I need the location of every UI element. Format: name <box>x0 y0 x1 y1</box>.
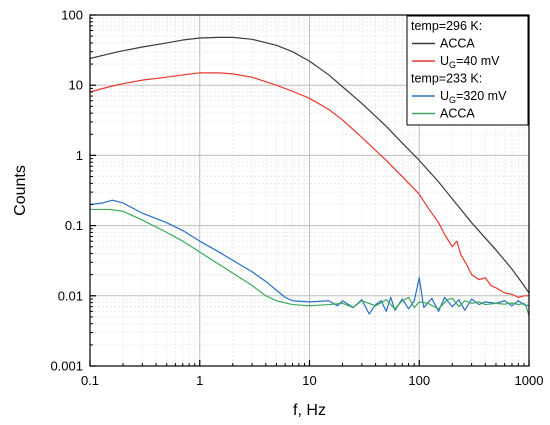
y-tick-label: 1 <box>76 148 83 163</box>
x-tick-label: 0.1 <box>81 373 99 388</box>
legend-label-part: ACCA <box>440 37 475 51</box>
x-tick-labels: 0.1 1 10 100 1000 <box>81 373 544 388</box>
x-tick-label: 1 <box>196 373 203 388</box>
series-line-4 <box>90 208 530 316</box>
legend-label-part: ACCA <box>440 107 475 121</box>
y-tick-label: 0.01 <box>58 288 83 303</box>
series-line-3 <box>89 199 530 315</box>
series-line-1 <box>89 36 530 294</box>
legend-label-part: =40 mV <box>456 54 500 68</box>
y-tick-labels: 0.001 0.01 0.1 1 10 100 <box>50 8 83 374</box>
legend-header: temp=296 K: <box>411 19 482 33</box>
legend-label: ACCA <box>440 107 475 121</box>
legend-box <box>406 15 529 126</box>
y-tick-label: 10 <box>69 78 83 93</box>
series-line-2 <box>89 72 529 298</box>
legend-label-part: U <box>440 54 449 68</box>
x-axis-title: f, Hz <box>293 402 326 419</box>
x-tick-label: 1000 <box>515 373 544 388</box>
legend-subscript: G <box>449 95 456 105</box>
legend-label-part: =320 mV <box>456 89 507 103</box>
y-axis-title: Counts <box>12 165 29 216</box>
y-tick-label: 0.1 <box>65 218 83 233</box>
legend-label: ACCA <box>440 37 475 51</box>
y-tick-label: 100 <box>61 8 83 23</box>
series-layer <box>89 36 530 316</box>
legend-header: temp=233 K: <box>411 72 482 86</box>
legend-label: UG=40 mV <box>440 54 500 70</box>
legend-subscript: G <box>449 60 456 70</box>
y-tick-label: 0.001 <box>50 359 83 374</box>
legend-label-part: U <box>440 89 449 103</box>
axis-ticks <box>89 14 530 367</box>
legend-label: UG=320 mV <box>440 89 507 105</box>
x-tick-label: 100 <box>408 373 430 388</box>
x-tick-label: 10 <box>302 373 316 388</box>
